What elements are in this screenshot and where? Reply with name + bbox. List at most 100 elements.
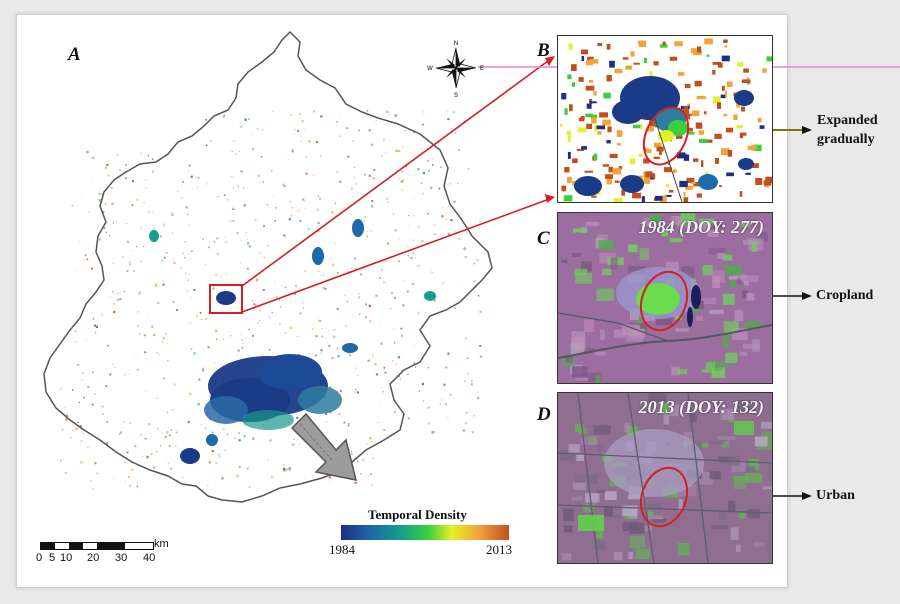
speckle: [64, 471, 67, 474]
speckle: [440, 166, 442, 168]
speckle: [397, 260, 400, 263]
speckle: [436, 296, 438, 298]
inset-b-patch: [667, 161, 670, 166]
speckle: [294, 302, 296, 304]
focus-box: [209, 284, 243, 314]
inset-c-patch: [723, 293, 735, 305]
inset-d-patch: [628, 522, 645, 534]
speckle: [124, 461, 126, 464]
speckle: [424, 311, 426, 313]
inset-b-patch: [590, 114, 598, 119]
inset-b-patch: [625, 65, 633, 70]
inset-c-patch: [734, 310, 744, 322]
speckle: [240, 125, 243, 128]
speckle: [371, 205, 374, 208]
speckle: [358, 293, 360, 295]
speckle: [117, 292, 119, 294]
speckle: [224, 424, 226, 426]
speckle: [364, 216, 367, 218]
inset-b-patch: [679, 180, 688, 188]
speckle: [106, 163, 109, 167]
speckle: [274, 220, 276, 222]
speckle: [410, 256, 413, 260]
speckle: [422, 193, 424, 195]
speckle: [432, 158, 434, 160]
inset-d-patch: [733, 479, 746, 490]
speckle: [306, 330, 308, 332]
speckle: [162, 341, 164, 343]
speckle: [80, 461, 83, 464]
speckle: [238, 150, 240, 152]
speckle: [71, 429, 73, 431]
speckle: [131, 180, 134, 183]
scale-label-5: 5: [49, 552, 56, 564]
speckle: [268, 297, 270, 299]
inset-b-patch: [564, 167, 570, 173]
inset-c-patch: [711, 270, 725, 283]
inset-b-patch: [712, 62, 721, 65]
speckle: [427, 367, 429, 369]
speckle: [336, 125, 338, 126]
inset-c-patch: [675, 328, 689, 332]
inset-c-patch: [746, 292, 755, 301]
inset-c-patch: [730, 280, 736, 288]
inset-b-patch: [594, 125, 597, 132]
speckle: [252, 436, 255, 439]
inset-d-patch: [576, 453, 584, 461]
speckle: [431, 164, 434, 166]
speckle: [345, 437, 347, 439]
speckle: [334, 202, 337, 205]
speckle: [167, 462, 170, 465]
speckle: [78, 401, 80, 404]
inset-b-patch: [699, 139, 708, 143]
speckle: [119, 431, 122, 434]
inset-d-patch: [561, 553, 571, 561]
inset-b-patch: [692, 158, 699, 162]
speckle: [414, 345, 415, 347]
speckle: [407, 245, 409, 247]
inset-d-patch: [652, 519, 667, 523]
inset-c-patch: [722, 254, 733, 261]
speckle: [236, 306, 238, 308]
arrowhead-b-bottom: [545, 194, 555, 203]
speckle: [380, 266, 381, 268]
speckle: [400, 180, 403, 183]
speckle: [290, 114, 293, 116]
speckle: [377, 416, 379, 418]
speckle: [297, 335, 299, 337]
speckle: [79, 240, 81, 242]
inset-d-patch: [571, 496, 583, 501]
inset-c-patch: [669, 238, 683, 243]
speckle: [143, 334, 146, 337]
speckle: [340, 117, 342, 119]
speckle: [191, 250, 193, 252]
speckle: [401, 334, 403, 337]
inset-d-patch: [597, 489, 606, 493]
speckle: [454, 307, 457, 309]
speckle: [402, 304, 405, 307]
speckle: [163, 225, 165, 227]
speckle: [106, 421, 109, 423]
inset-b-patch: [717, 102, 721, 109]
speckle: [98, 199, 101, 202]
speckle: [175, 431, 178, 434]
speckle: [301, 120, 304, 123]
speckle: [240, 239, 242, 242]
legend-color-bar: [341, 525, 509, 540]
speckle: [214, 303, 215, 305]
speckle: [407, 373, 409, 376]
speckle: [165, 251, 168, 254]
speckle: [283, 463, 286, 466]
inset-d-patch: [711, 525, 728, 530]
speckle: [427, 160, 429, 162]
inset-d-patch: [677, 543, 690, 556]
speckle: [407, 215, 409, 217]
inset-b-patch: [584, 170, 594, 173]
speckle: [226, 433, 229, 436]
speckle: [147, 210, 150, 213]
inset-b-patch: [616, 130, 623, 137]
speckle: [326, 421, 327, 423]
speckle: [173, 383, 176, 386]
speckle: [187, 253, 189, 255]
speckle: [231, 207, 235, 210]
